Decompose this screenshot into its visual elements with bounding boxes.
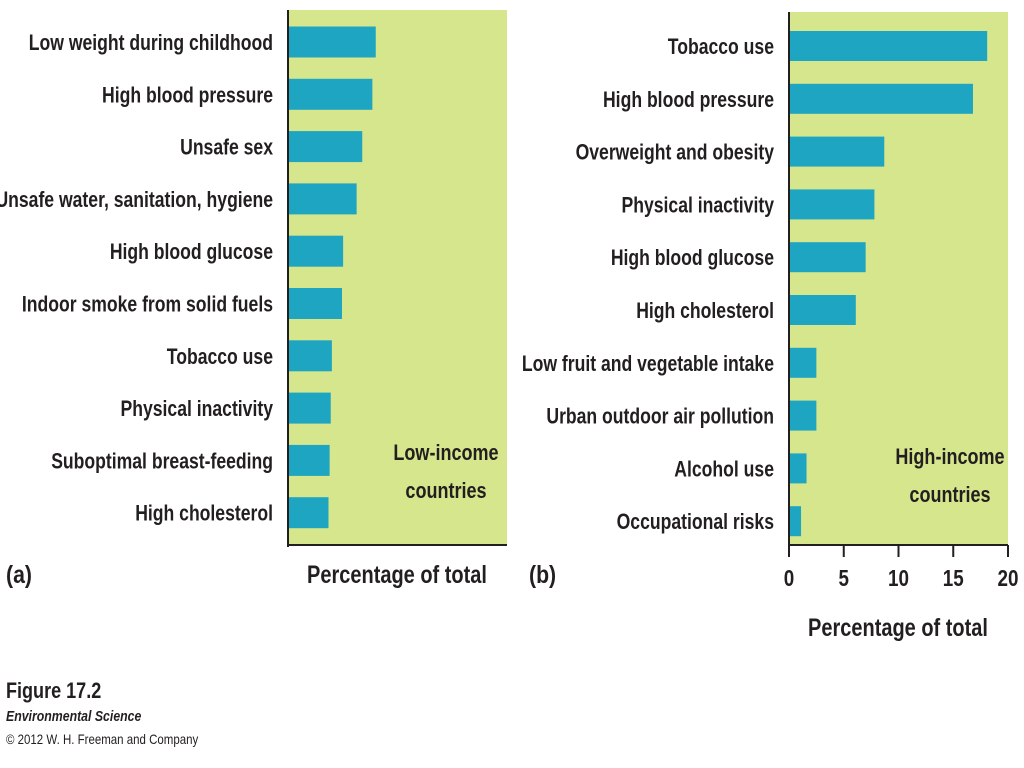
bar-a-9	[288, 444, 330, 476]
category-label-a-1: Low weight during childhood	[29, 31, 273, 55]
bar-b-6	[789, 295, 856, 325]
panel-title-b-line-2: countries	[909, 483, 990, 507]
bar-a-10	[288, 497, 329, 529]
category-label-b-2: High blood pressure	[603, 88, 774, 112]
bar-a-5	[288, 235, 344, 267]
category-label-a-3: Unsafe sex	[180, 136, 273, 160]
panel-title-a-line-1: Low-income	[393, 441, 498, 465]
x-tick-label-b-15: 15	[943, 566, 964, 591]
x-tick-label-b-10: 10	[888, 566, 909, 591]
x-tick-label-b-20: 20	[998, 566, 1019, 591]
category-label-a-7: Tobacco use	[167, 345, 273, 369]
x-tick-label-b-0: 0	[784, 566, 794, 591]
category-label-a-10: High cholesterol	[135, 502, 273, 526]
bar-b-2	[789, 83, 973, 114]
panel-label-b: (b)	[529, 560, 556, 588]
x-axis-label-a: Percentage of total	[307, 561, 487, 589]
panel-title-a-line-2: countries	[405, 479, 486, 503]
bar-a-6	[288, 288, 342, 319]
bar-b-8	[789, 400, 817, 431]
bar-a-3	[288, 131, 363, 163]
category-label-a-9: Suboptimal breast-feeding	[51, 450, 273, 474]
bar-b-4	[789, 189, 875, 220]
category-label-b-1: Tobacco use	[668, 35, 774, 59]
category-label-b-4: Physical inactivity	[622, 194, 774, 218]
category-label-b-6: High cholesterol	[636, 299, 774, 323]
bar-b-3	[789, 136, 885, 167]
bar-b-7	[789, 347, 817, 378]
category-label-b-8: Urban outdoor air pollution	[546, 405, 774, 429]
bar-a-4	[288, 183, 357, 215]
bar-a-1	[288, 26, 376, 58]
bar-a-8	[288, 392, 331, 424]
panel-title-b-line-1: High-income	[895, 445, 1004, 469]
x-tick-label-b-5: 5	[839, 566, 850, 591]
category-label-b-3: Overweight and obesity	[576, 141, 774, 165]
category-label-b-7: Low fruit and vegetable intake	[522, 352, 774, 376]
x-axis-label-b: Percentage of total	[808, 614, 988, 642]
bar-b-10	[789, 506, 802, 537]
bar-b-5	[789, 242, 866, 273]
figure-copyright: © 2012 W. H. Freeman and Company	[6, 731, 199, 747]
bar-b-1	[789, 31, 988, 61]
panel-label-a: (a)	[6, 560, 32, 588]
bar-a-2	[288, 78, 373, 110]
figure-caption: Figure 17.2 Environmental Science © 2012…	[6, 678, 240, 747]
figure-book: Environmental Science	[6, 708, 142, 725]
category-label-b-5: High blood glucose	[611, 246, 774, 270]
category-label-a-5: High blood glucose	[110, 240, 273, 264]
category-label-b-9: Alcohol use	[674, 458, 774, 482]
category-label-b-10: Occupational risks	[617, 510, 774, 534]
category-label-a-8: Physical inactivity	[121, 397, 273, 421]
category-label-a-2: High blood pressure	[102, 84, 273, 108]
bar-b-9	[789, 453, 807, 484]
category-label-a-6: Indoor smoke from solid fuels	[22, 293, 273, 317]
bar-a-7	[288, 340, 332, 372]
figure-title: Figure 17.2	[6, 678, 102, 703]
category-label-a-4: Unsafe water, sanitation, hygiene	[0, 188, 273, 212]
